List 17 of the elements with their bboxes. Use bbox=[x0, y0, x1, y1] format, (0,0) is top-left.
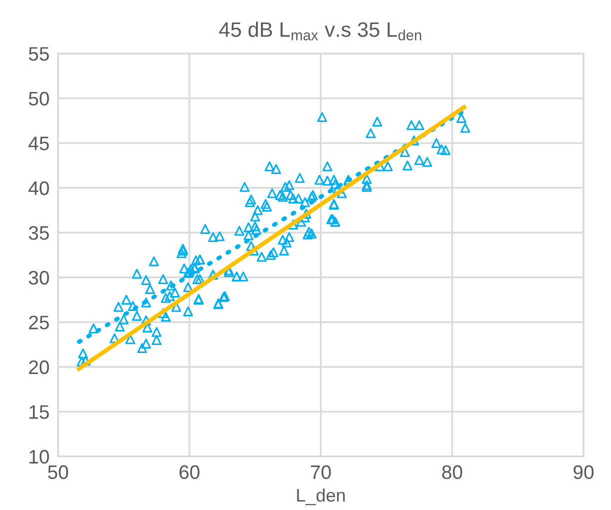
x-tick-label: 60 bbox=[180, 465, 200, 480]
x-tick-label: 80 bbox=[442, 465, 462, 480]
y-tick-label: 10 bbox=[30, 450, 49, 464]
y-tick-label: 45 bbox=[28, 136, 49, 150]
x-tick-label: 70 bbox=[310, 465, 331, 480]
x-tick-label: 90 bbox=[574, 465, 594, 480]
y-tick-label: 30 bbox=[28, 270, 49, 285]
x-axis-title: L_den bbox=[297, 488, 345, 506]
y-tick-label: 25 bbox=[29, 316, 49, 330]
y-tick-label: 50 bbox=[28, 92, 49, 106]
y-tick-label: 40 bbox=[28, 181, 49, 196]
y-tick-label: 55 bbox=[28, 47, 49, 61]
x-tick-label: 50 bbox=[48, 465, 68, 480]
y-tick-label: 15 bbox=[30, 405, 49, 419]
y-tick-label: 35 bbox=[28, 226, 49, 240]
y-tick-label: 20 bbox=[29, 360, 49, 374]
chart-title: 45 dB L$_{max}$ v.s 35 L$_{den}$ bbox=[219, 22, 422, 40]
